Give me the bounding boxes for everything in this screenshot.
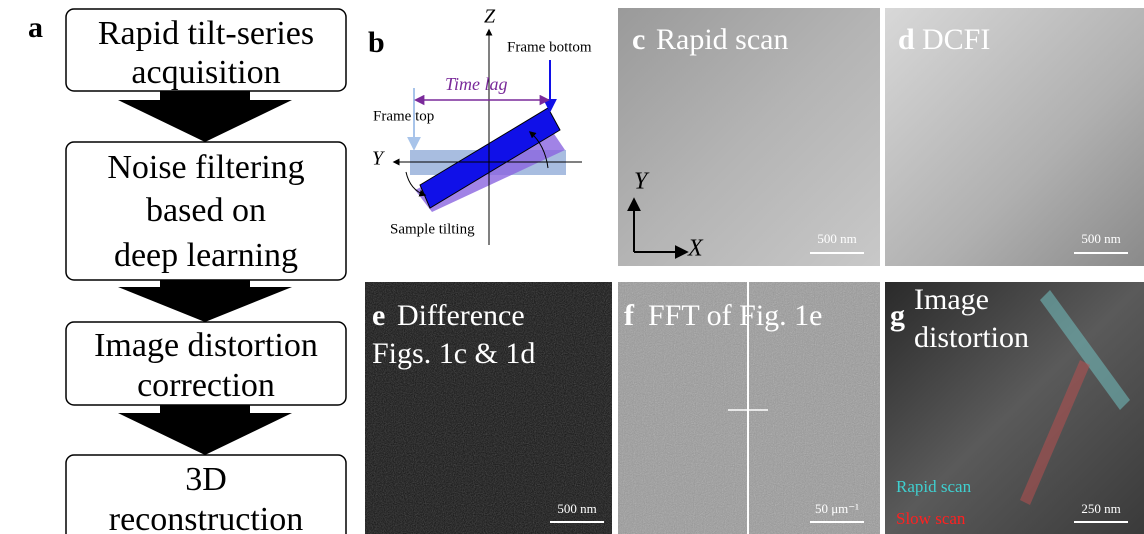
step-text: reconstruction [109, 501, 304, 534]
panel-label: a [28, 11, 43, 44]
panel-title: FFT of Fig. 1e [648, 299, 822, 332]
image-distortion [885, 282, 1144, 534]
panel-title: Figs. 1c & 1d [372, 337, 535, 370]
axis-label: X [687, 236, 704, 262]
legend-slow: Slow scan [896, 509, 966, 528]
axis-label: Z [484, 6, 496, 28]
panel-label: b [368, 26, 385, 59]
panel-title: distortion [914, 321, 1029, 354]
panel-title: DCFI [922, 23, 990, 56]
step-text: 3D [185, 461, 227, 498]
panel-label: f [624, 299, 635, 332]
step-text: Noise filtering [107, 149, 304, 186]
legend-rapid: Rapid scan [896, 477, 972, 496]
step-text: deep learning [114, 237, 298, 274]
panel-title: Difference [397, 299, 525, 332]
scale-bar-label: 500 nm [817, 231, 856, 246]
panel-label: g [890, 299, 905, 332]
step-text: correction [137, 367, 275, 404]
scale-bar-label: 500 nm [557, 501, 596, 516]
axis-label: Y [372, 148, 385, 170]
scale-bar-label: 250 nm [1081, 501, 1120, 516]
step-text: Image distortion [94, 327, 318, 364]
panel-title: Image [914, 283, 989, 316]
scale-bar-label: 50 μm⁻¹ [815, 501, 859, 516]
frame-bottom: Frame bottom [507, 39, 592, 55]
frame-top: Frame top [373, 108, 434, 124]
time-lag: Time lag [445, 74, 508, 94]
step-text: acquisition [131, 54, 280, 91]
step-text: based on [146, 192, 266, 229]
scale-bar-label: 500 nm [1081, 231, 1120, 246]
step-text: Rapid tilt-series [98, 15, 314, 52]
panel-label: d [898, 23, 915, 56]
sample-tilting: Sample tilting [390, 221, 475, 237]
figure: a Rapid tilt-series acquisition Noise fi… [0, 0, 1144, 534]
panel-label: e [372, 299, 385, 332]
panel-label: c [632, 23, 645, 56]
panel-title: Rapid scan [656, 23, 788, 56]
